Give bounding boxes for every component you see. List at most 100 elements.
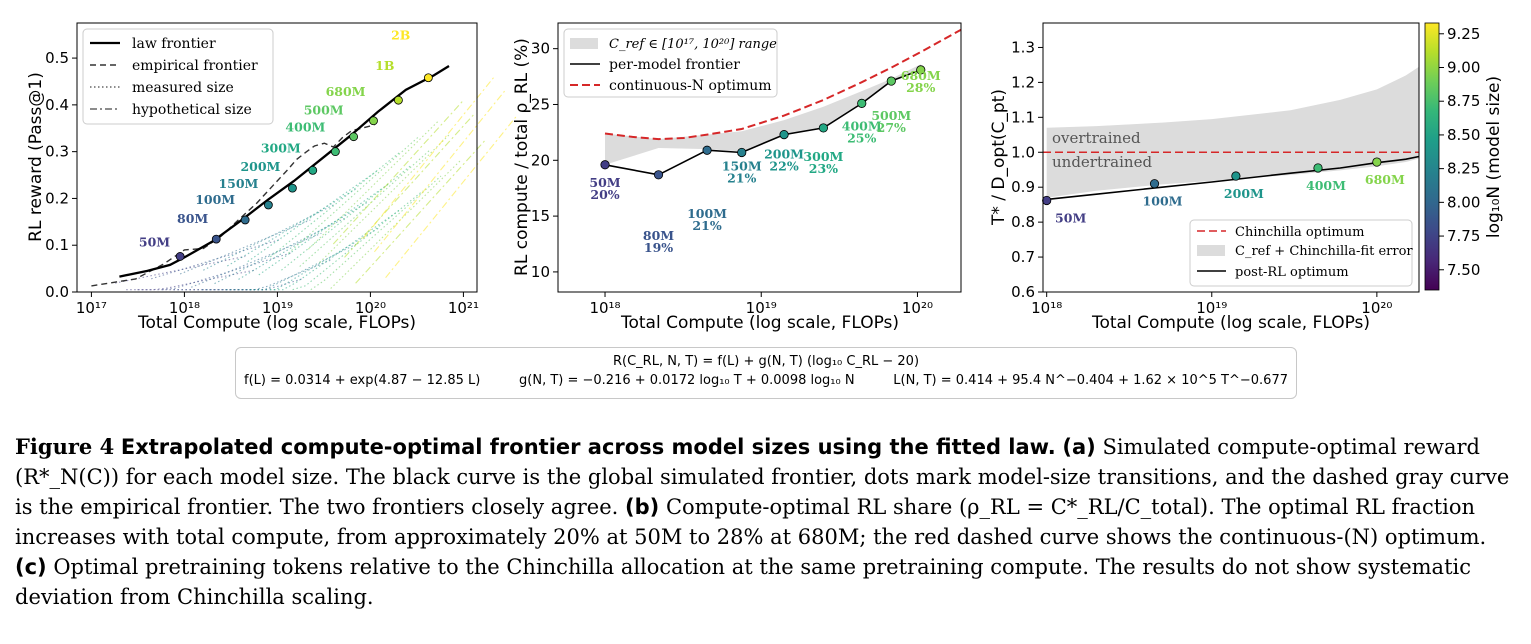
frontier-point bbox=[857, 98, 867, 108]
measured-size-curves bbox=[114, 77, 517, 291]
size-curve bbox=[319, 133, 451, 263]
panel-b-legend: C_ref ∈ [10¹⁷, 10²⁰] range per-model fro… bbox=[563, 28, 778, 98]
panel-b-xtick-label: 10¹⁹ bbox=[746, 299, 777, 317]
frontier-points bbox=[600, 65, 926, 180]
panel-a-xtick-label: 10¹⁸ bbox=[169, 299, 200, 317]
panel-a: 10¹⁷ 10¹⁸ 10¹⁹ 10²⁰ 10²¹ 0.0 0.1 0.2 0.3 0.4 0.5 5… bbox=[26, 22, 517, 333]
panel-c-ytick-label: 0.6 bbox=[1011, 283, 1035, 301]
caption-tag-c: (c) bbox=[15, 555, 47, 579]
size-label: 400M bbox=[285, 120, 325, 135]
frontier-size-label: 680M bbox=[901, 68, 941, 83]
frontier-percent-label: 25% bbox=[847, 130, 876, 145]
size-label: 200M bbox=[240, 159, 280, 174]
colorbar-tick-label: 9.25 bbox=[1447, 25, 1480, 43]
colorbar-ticks: 7.50 7.75 8.00 8.25 8.50 8.75 9.00 9.25 bbox=[1439, 25, 1480, 279]
size-curve bbox=[373, 90, 506, 253]
panel-b-ytick-label: 20 bbox=[531, 151, 550, 169]
panel-a-legend: law frontier empirical frontier measured… bbox=[82, 28, 274, 125]
panel-a-ytick-label: 0.5 bbox=[45, 49, 69, 67]
panel-b-frame bbox=[557, 22, 962, 293]
frontier-size-label: 80M bbox=[643, 228, 674, 243]
transition-point bbox=[263, 200, 273, 210]
post-rl-optimum-line bbox=[1046, 155, 1420, 201]
size-curve bbox=[385, 116, 517, 279]
formula-f: f(L) = 0.0314 + exp(4.87 − 12.85 L) bbox=[244, 373, 481, 388]
frontier-percent-label: 27% bbox=[877, 120, 906, 135]
panel-a-ytick-label: 0.1 bbox=[45, 236, 69, 254]
transition-point bbox=[330, 147, 340, 157]
transition-point bbox=[394, 95, 403, 105]
frontier-percent-label: 21% bbox=[692, 218, 721, 233]
size-curve bbox=[190, 232, 322, 288]
frontier-percent-label: 23% bbox=[809, 161, 838, 176]
legend-hypothetical-size: hypothetical size bbox=[132, 102, 252, 118]
size-label: 100M bbox=[195, 192, 235, 207]
post-rl-points bbox=[1042, 157, 1382, 206]
panel-c: 10¹⁸ 10¹⁹ 10²⁰ 0.6 0.7 0.8 0.9 1.0 1.1 1.2 1.3 50M… bbox=[989, 22, 1504, 333]
size-curve bbox=[270, 209, 401, 291]
panel-a-xtick-label: 10¹⁷ bbox=[76, 299, 107, 317]
size-curve bbox=[288, 136, 420, 254]
panel-a-ytick-label: 0.3 bbox=[45, 143, 69, 161]
legend-chinchilla-error: C_ref + Chinchilla-fit error bbox=[1235, 244, 1413, 259]
legend-law-frontier: law frontier bbox=[132, 36, 216, 52]
panel-c-legend: Chinchilla optimum C_ref + Chinchilla-fi… bbox=[1189, 219, 1413, 287]
panel-c-xtick-label: 10²⁰ bbox=[1361, 299, 1392, 317]
frontier-size-label: 50M bbox=[589, 175, 620, 190]
caption-text-a: Simulated compute-optimal reward (R*_N(C… bbox=[15, 435, 1510, 519]
size-curve bbox=[227, 187, 358, 267]
panel-c-xtick-label: 10¹⁹ bbox=[1196, 299, 1227, 317]
size-curve bbox=[203, 204, 334, 271]
panel-a-ylabel: RL reward (Pass@1) bbox=[26, 72, 46, 242]
colorbar-tick-label: 8.00 bbox=[1447, 193, 1480, 211]
formula-main: R(C_RL, N, T) = f(L) + g(N, T) (log₁₀ C_… bbox=[612, 354, 920, 369]
colorbar-label: log₁₀N (model size) bbox=[1484, 76, 1504, 238]
size-curve bbox=[151, 238, 282, 280]
panel-b-ytick-label: 15 bbox=[531, 207, 550, 225]
panel-c-ytick-label: 0.8 bbox=[1011, 213, 1035, 231]
frontier-point bbox=[779, 130, 789, 140]
frontier-size-label: 500M bbox=[871, 108, 911, 123]
formula-box: R(C_RL, N, T) = f(L) + g(N, T) (log₁₀ C_… bbox=[235, 347, 1297, 399]
caption-figure-number: Figure 4 bbox=[15, 434, 115, 459]
size-curve bbox=[202, 258, 333, 291]
frontier-point bbox=[737, 147, 747, 158]
frontier-point bbox=[653, 170, 664, 180]
frontier-size-label: 200M bbox=[764, 147, 804, 162]
panel-c-ticks: 10¹⁸ 10¹⁹ 10²⁰ 0.6 0.7 0.8 0.9 1.0 1.1 1.2 1.3 bbox=[1011, 38, 1392, 317]
colorbar-tick-label: 7.50 bbox=[1447, 261, 1480, 279]
size-curve bbox=[225, 243, 357, 291]
size-curve bbox=[258, 183, 390, 276]
legend-per-model-frontier: per-model frontier bbox=[609, 57, 740, 73]
size-curve bbox=[162, 251, 293, 291]
size-curve bbox=[355, 139, 487, 284]
undertrained-label: undertrained bbox=[1052, 153, 1152, 171]
transition-point bbox=[211, 234, 221, 244]
panel-a-ytick-label: 0.2 bbox=[45, 189, 69, 207]
transition-point bbox=[423, 73, 433, 83]
frontier-percent-label: 19% bbox=[644, 240, 673, 255]
size-label: 1B bbox=[375, 58, 394, 73]
size-label: 150M bbox=[218, 176, 258, 191]
law-frontier-line bbox=[119, 65, 450, 278]
legend-measured-size: measured size bbox=[132, 80, 234, 96]
chinchilla-error-band bbox=[1046, 66, 1419, 198]
size-curve bbox=[179, 219, 311, 275]
post-rl-point bbox=[1231, 171, 1241, 181]
continuous-optimum-line bbox=[604, 28, 962, 141]
transition-point bbox=[240, 215, 250, 225]
post-rl-point bbox=[1313, 163, 1323, 173]
formula-L: L(N, T) = 0.414 + 95.4 N^−0.404 + 1.62 ×… bbox=[893, 373, 1288, 388]
colorbar-tick-label: 9.00 bbox=[1447, 59, 1480, 77]
empirical-frontier-line bbox=[91, 124, 375, 287]
post-rl-labels: 50M 100M 200M 400M 680M bbox=[1055, 172, 1405, 225]
legend-continuous-optimum: continuous-N optimum bbox=[609, 78, 772, 94]
frontier-point bbox=[702, 145, 712, 155]
frontier-size-label: 400M bbox=[842, 118, 882, 133]
panel-b-ytick-label: 25 bbox=[531, 95, 550, 113]
frontier-percent-label: 20% bbox=[590, 187, 619, 202]
frontier-size-label: 150M bbox=[722, 158, 762, 173]
size-curve bbox=[238, 201, 369, 280]
